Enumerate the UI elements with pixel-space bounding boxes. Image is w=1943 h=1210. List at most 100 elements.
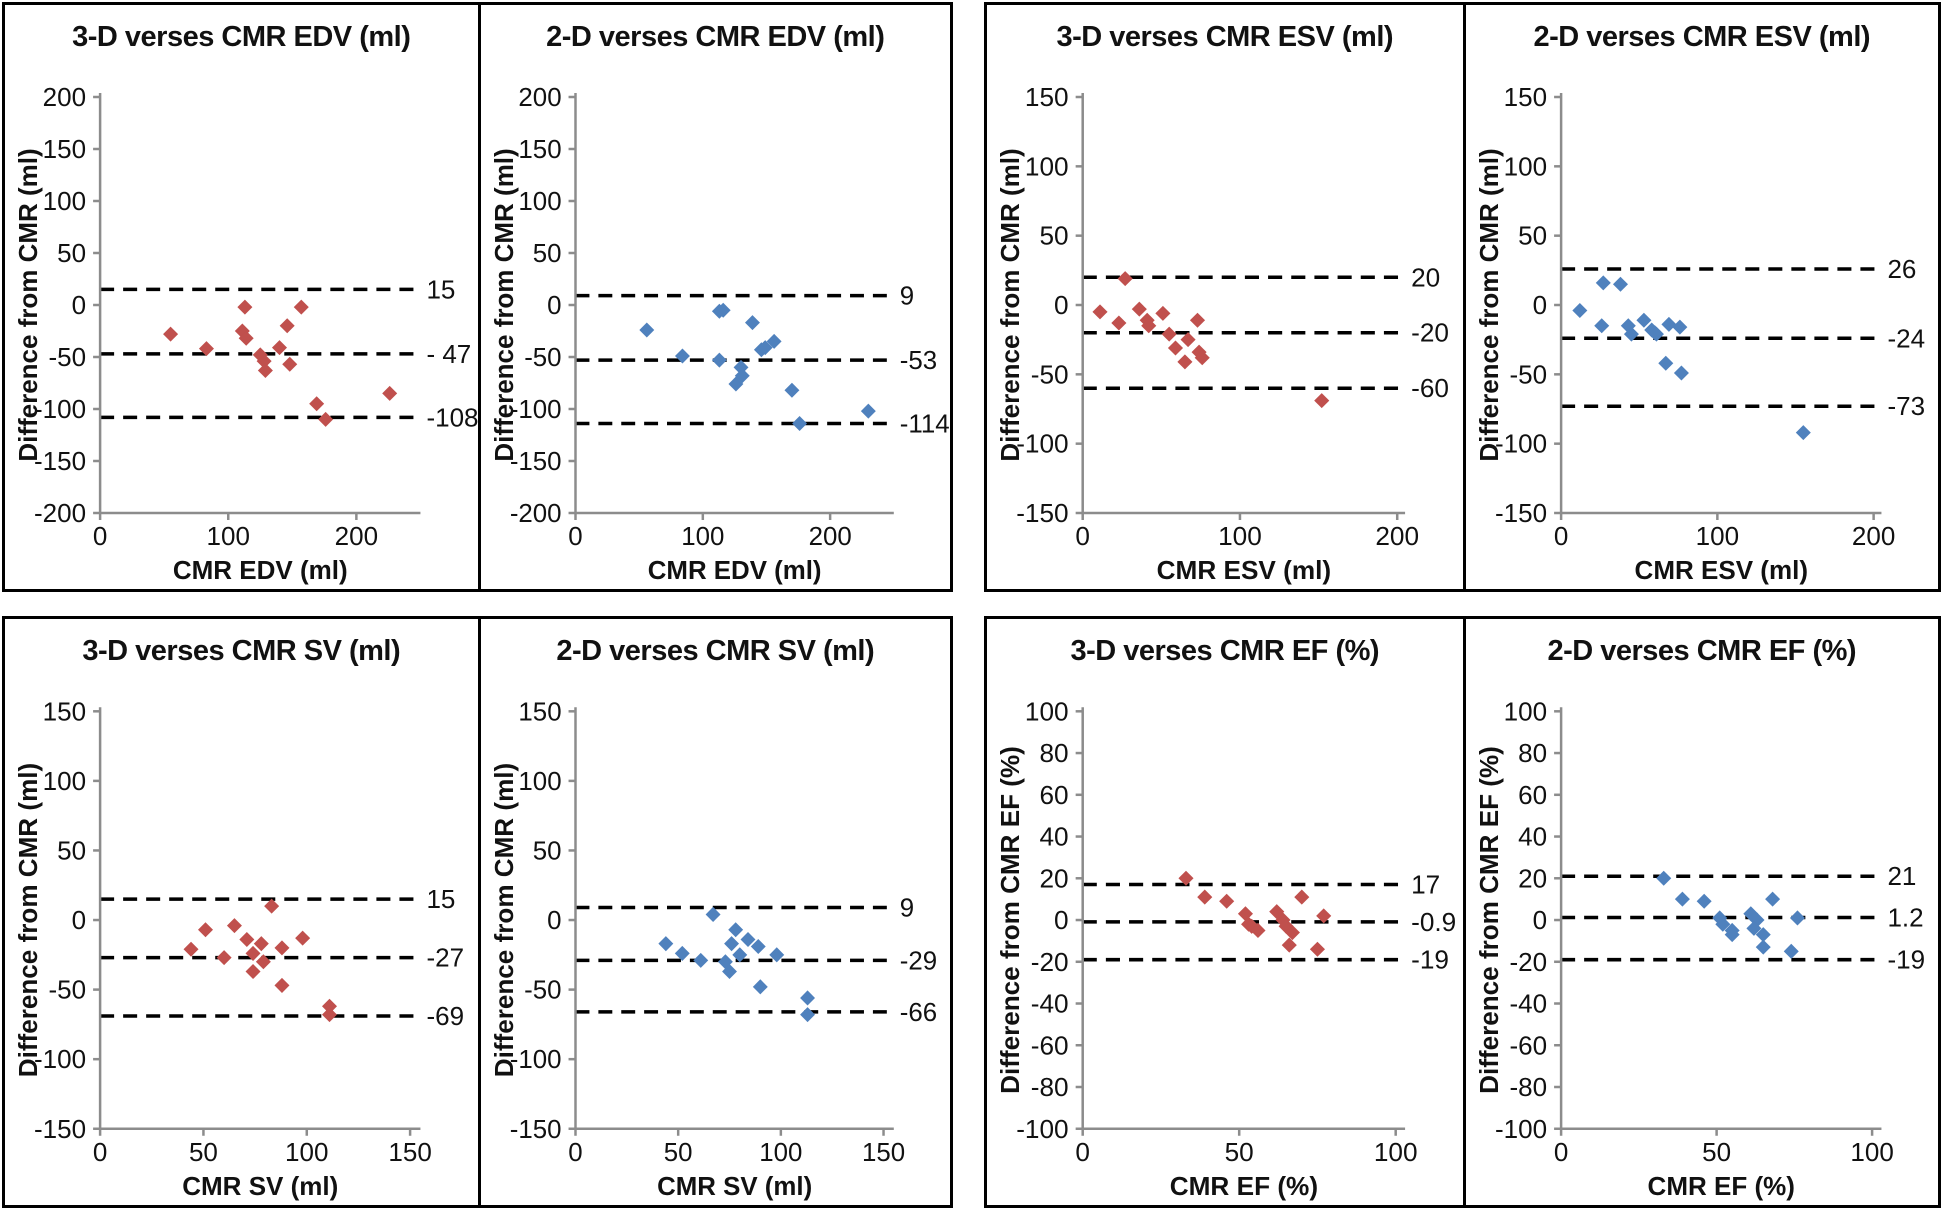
y-tick-label: 0 — [1054, 905, 1069, 935]
x-tick-label: 50 — [1225, 1137, 1254, 1167]
y-tick-label: -100 — [1016, 429, 1068, 459]
x-tick-label: 0 — [1075, 521, 1090, 551]
data-point — [1269, 904, 1285, 920]
y-tick-label: -60 — [1509, 1030, 1547, 1060]
y-tick-label: -100 — [1495, 1114, 1547, 1144]
data-point — [1714, 916, 1730, 932]
data-point — [1294, 889, 1310, 905]
x-tick-label: 0 — [568, 1137, 582, 1167]
y-axis-title: Difference from CMR EF (%) — [995, 746, 1025, 1094]
x-tick-label: 200 — [808, 523, 851, 551]
y-tick-label: 50 — [532, 835, 561, 865]
data-point — [711, 352, 727, 368]
x-axis-title: CMR EDV (ml) — [173, 555, 348, 585]
y-tick-label: 150 — [1025, 82, 1069, 112]
y-axis-title: Difference from CMR (ml) — [13, 148, 43, 461]
x-tick-label: 150 — [388, 1137, 431, 1167]
limit-line-label: -0.9 — [1411, 907, 1456, 937]
data-point — [1180, 332, 1196, 348]
data-point — [1696, 893, 1712, 909]
x-tick-label: 100 — [1850, 1137, 1893, 1167]
y-tick-label: -60 — [1031, 1030, 1069, 1060]
y-tick-label: -50 — [1031, 359, 1069, 389]
y-tick-label: -200 — [34, 498, 86, 528]
data-point — [274, 940, 290, 956]
limit-line-label: 15 — [426, 274, 455, 304]
data-point — [1674, 891, 1690, 907]
limit-line-label: -73 — [1887, 391, 1925, 421]
data-point — [257, 363, 273, 379]
x-tick-label: 0 — [1553, 521, 1567, 551]
x-axis-title: CMR ESV (ml) — [1634, 555, 1807, 585]
data-point — [1755, 927, 1771, 943]
data-point — [198, 341, 214, 357]
y-tick-label: 150 — [518, 696, 561, 726]
y-tick-label: 0 — [1532, 905, 1546, 935]
data-point — [1314, 393, 1330, 409]
y-tick-label: -150 — [34, 1114, 86, 1144]
x-tick-label: 50 — [663, 1137, 692, 1167]
limit-line-label: -24 — [1887, 323, 1925, 353]
plot-panel-3d-edv: 15- 47 -108 200 150 100 50 0 -50 -100 -150 -200 0 10… — [5, 5, 477, 589]
y-tick-label: -40 — [1031, 989, 1069, 1019]
y-tick-label: 50 — [57, 238, 86, 268]
y-tick-label: -150 — [509, 448, 561, 476]
y-tick-label: 50 — [532, 240, 561, 268]
y-tick-label: 60 — [1039, 780, 1068, 810]
y-tick-label: 40 — [1039, 822, 1068, 852]
y-tick-label: 150 — [43, 696, 86, 726]
data-point — [1660, 316, 1676, 332]
y-tick-label: -50 — [524, 975, 561, 1005]
data-point — [1593, 318, 1609, 334]
data-point — [1111, 315, 1127, 331]
limit-line-label: 1.2 — [1887, 903, 1923, 933]
data-point — [1244, 918, 1260, 934]
y-tick-label: -100 — [34, 1044, 86, 1074]
plot-title: 3-D verses CMR SV (ml) — [82, 635, 401, 667]
limit-line-label: -114 — [899, 411, 949, 439]
data-point — [216, 950, 232, 966]
data-point — [657, 936, 673, 952]
y-tick-label: -20 — [1509, 947, 1547, 977]
data-point — [1316, 908, 1332, 924]
y-axis-title: Difference from CMR (ml) — [1474, 148, 1504, 461]
x-tick-label: 100 — [1374, 1137, 1418, 1167]
limit-line-label: 9 — [899, 892, 913, 922]
y-tick-label: 100 — [43, 186, 86, 216]
y-axis-title: Difference from CMR (ml) — [490, 148, 518, 461]
data-point — [1673, 365, 1689, 381]
data-point — [757, 340, 773, 356]
data-point — [197, 922, 214, 938]
data-point — [752, 979, 768, 995]
data-point — [183, 941, 199, 957]
y-tick-label: 40 — [1518, 822, 1547, 852]
plot-title: 2-D verses CMR EDV (ml) — [546, 21, 885, 53]
y-axis-title: Difference from CMR EF (%) — [1474, 746, 1504, 1094]
data-point — [799, 1007, 815, 1023]
y-axis-title: Difference from CMR (ml) — [13, 763, 43, 1077]
y-tick-label: 150 — [518, 136, 561, 164]
data-point — [1275, 912, 1291, 928]
plot-panel-3d-esv: 20 -20 -60 150 100 50 0 -50 -100 -150 0 100 200 CMR E… — [987, 5, 1463, 589]
data-point — [239, 931, 255, 948]
limit-line-label: -29 — [899, 945, 936, 975]
y-tick-label: -40 — [1509, 989, 1547, 1019]
data-point — [860, 403, 876, 419]
y-tick-label: 100 — [43, 766, 86, 796]
data-point — [1657, 355, 1673, 371]
data-point — [318, 411, 334, 427]
data-point — [163, 326, 179, 342]
plot-title: 2-D verses CMR ESV (ml) — [1533, 21, 1871, 53]
y-tick-label: -100 — [1016, 1114, 1068, 1144]
x-tick-label: 50 — [189, 1137, 218, 1167]
limit-line-label: -66 — [899, 997, 936, 1027]
data-point — [1635, 312, 1651, 328]
data-point — [1250, 922, 1266, 938]
data-point — [293, 299, 309, 315]
data-point — [274, 977, 290, 993]
y-tick-label: -200 — [509, 500, 561, 528]
data-point — [1764, 891, 1780, 907]
